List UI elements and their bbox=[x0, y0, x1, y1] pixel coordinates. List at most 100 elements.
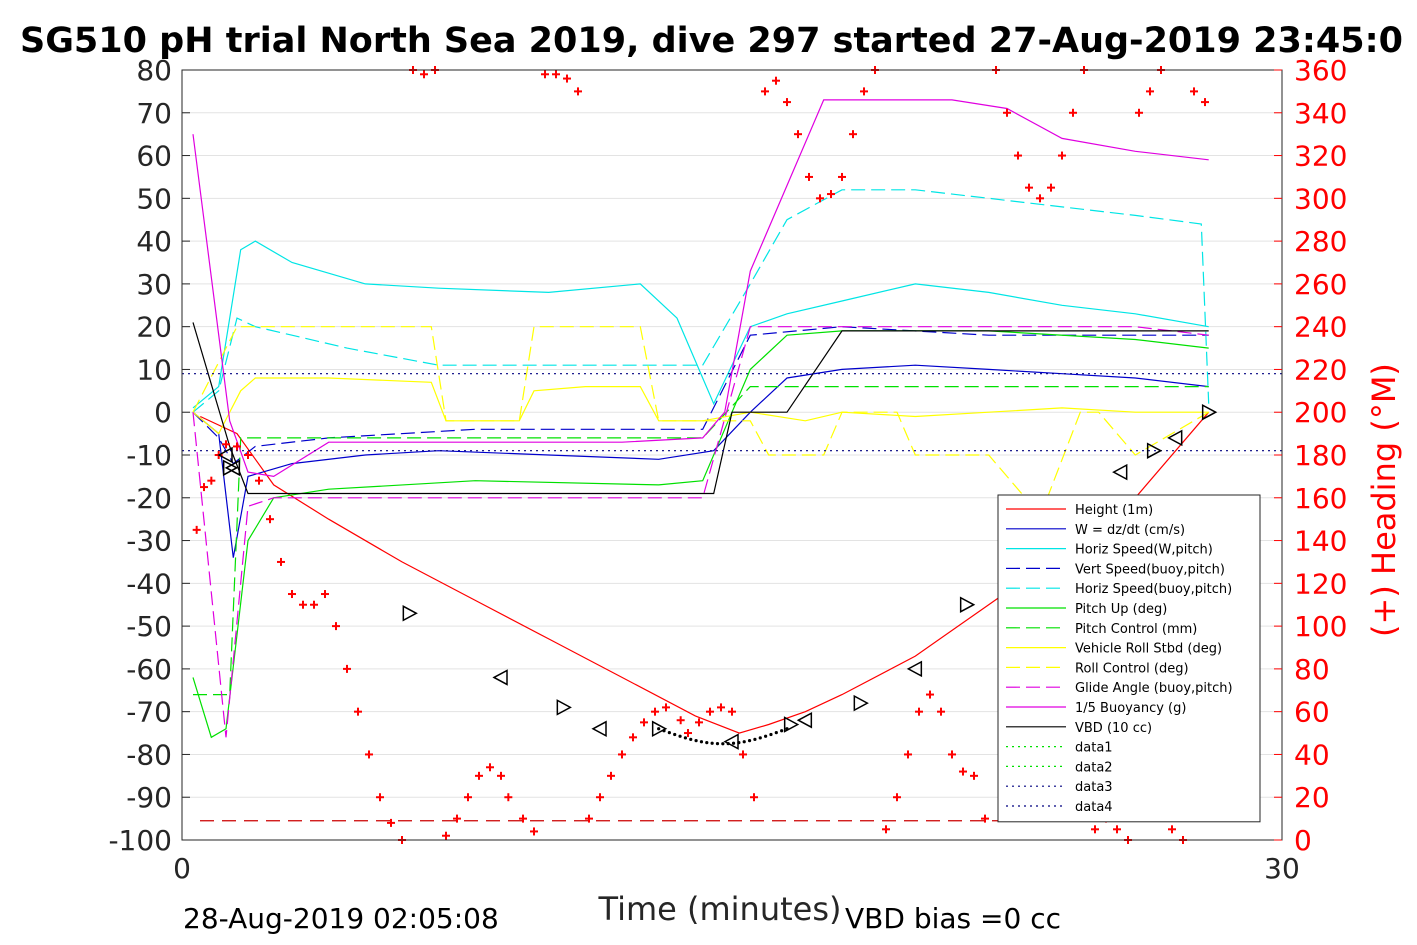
bottom-sample-dot bbox=[769, 732, 773, 737]
heading-point bbox=[563, 74, 571, 83]
heading-point bbox=[192, 525, 201, 534]
heading-point bbox=[464, 793, 472, 802]
heading-point bbox=[676, 716, 685, 725]
x-axis-label: Time (minutes) bbox=[598, 890, 842, 928]
series-line bbox=[192, 322, 1209, 495]
height-triangle-marker bbox=[651, 720, 668, 738]
height-triangle-marker bbox=[783, 716, 800, 733]
bottom-sample-dot bbox=[657, 727, 661, 731]
heading-point bbox=[1113, 825, 1121, 834]
y-right-tick-label: 340 bbox=[1294, 97, 1347, 130]
y-right-tick-label: 240 bbox=[1294, 311, 1347, 344]
heading-point bbox=[684, 729, 692, 738]
bottom-sample-dot bbox=[673, 732, 677, 737]
legend-label: data2 bbox=[1075, 760, 1113, 775]
heading-point bbox=[904, 750, 912, 759]
heading-point bbox=[596, 793, 604, 802]
heading-point bbox=[717, 703, 725, 712]
heading-point bbox=[651, 707, 659, 716]
footer-timestamp: 28-Aug-2019 02:05:08 bbox=[183, 902, 499, 935]
height-triangle-marker bbox=[1201, 403, 1218, 421]
heading-point bbox=[277, 557, 285, 566]
heading-point bbox=[739, 750, 747, 759]
heading-point bbox=[574, 87, 582, 96]
heading-point bbox=[882, 825, 890, 834]
bottom-sample-dot bbox=[774, 731, 778, 735]
legend-label: data1 bbox=[1075, 741, 1113, 756]
legend-entry: W = dz/dt (cm/s) bbox=[1006, 523, 1185, 538]
heading-point bbox=[629, 733, 637, 742]
height-triangle-marker bbox=[853, 694, 869, 712]
legend-entry: Vehicle Roll Stbd (deg) bbox=[1006, 642, 1222, 657]
legend-entry: VBD (10 cc) bbox=[1006, 721, 1152, 736]
heading-point bbox=[772, 76, 780, 85]
heading-point bbox=[354, 707, 362, 716]
heading-point bbox=[299, 600, 307, 609]
legend-entry: Horiz Speed(buoy,pitch) bbox=[1006, 582, 1232, 597]
series-line bbox=[192, 99, 1209, 478]
legend-label: Height (1m) bbox=[1075, 503, 1153, 518]
heading-point bbox=[761, 87, 769, 96]
bottom-sample-dot bbox=[694, 739, 698, 743]
legend-entry: Glide Angle (buoy,pitch) bbox=[1006, 681, 1233, 696]
bottom-sample-dot bbox=[699, 740, 704, 744]
series-line bbox=[192, 189, 1210, 413]
heading-point bbox=[1047, 183, 1055, 192]
legend-label: Vehicle Roll Stbd (deg) bbox=[1075, 642, 1222, 657]
y-tick-label: 0 bbox=[154, 396, 172, 429]
y-tick-label: -60 bbox=[126, 653, 172, 686]
heading-point bbox=[343, 664, 351, 673]
heading-point bbox=[706, 707, 714, 716]
height-triangle-marker bbox=[591, 720, 607, 738]
legend-label: Roll Control (deg) bbox=[1075, 661, 1189, 676]
legend-label: data3 bbox=[1075, 780, 1113, 795]
y-tick-label: 80 bbox=[136, 54, 172, 87]
series-line bbox=[192, 240, 1209, 409]
bottom-sample-dot bbox=[758, 736, 762, 740]
legend: Height (1m) W = dz/dt (cm/s) Horiz Speed(W… bbox=[997, 494, 1261, 823]
y-right-tick-label: 220 bbox=[1294, 353, 1347, 386]
heading-point bbox=[1135, 108, 1143, 117]
heading-point bbox=[207, 476, 216, 485]
heading-point bbox=[475, 771, 483, 780]
bottom-sample-dot bbox=[689, 737, 693, 741]
height-triangle-marker bbox=[1112, 463, 1128, 481]
y-right-tick-label: 180 bbox=[1294, 439, 1347, 472]
bottom-sample-dot bbox=[726, 742, 730, 746]
heading-point bbox=[541, 70, 549, 79]
bottom-sample-dot bbox=[764, 734, 768, 738]
y-right-tick-label: 120 bbox=[1294, 567, 1347, 600]
heading-point bbox=[266, 515, 274, 524]
legend-entry: 1/5 Buoyancy (g) bbox=[1006, 701, 1186, 716]
heading-point bbox=[222, 440, 230, 449]
y-right-tick-label: 320 bbox=[1294, 140, 1347, 173]
y-tick-label: -10 bbox=[126, 439, 172, 472]
height-triangle-marker bbox=[492, 669, 508, 686]
heading-point bbox=[937, 707, 945, 716]
plot-area bbox=[182, 66, 1282, 844]
heading-point bbox=[618, 750, 626, 759]
axes: 80706050403020100-10-20-30-40-50-60-70-8… bbox=[108, 54, 1347, 885]
height-triangle-marker bbox=[224, 459, 241, 477]
heading-point bbox=[497, 771, 505, 780]
y-tick-label: -100 bbox=[108, 824, 172, 857]
heading-point bbox=[530, 827, 538, 836]
bottom-sample-dot bbox=[737, 741, 741, 745]
heading-point bbox=[1069, 108, 1077, 117]
height-triangle-marker bbox=[1167, 429, 1183, 447]
bottom-sample-dot bbox=[753, 737, 757, 741]
bottom-sample-dot bbox=[715, 742, 720, 746]
heading-point bbox=[860, 87, 868, 96]
height-triangle-marker bbox=[556, 699, 572, 716]
y-right-tick-label: 160 bbox=[1294, 482, 1347, 515]
right-axis-label: (+) Heading (°M) bbox=[1365, 363, 1403, 637]
heading-point bbox=[695, 718, 703, 727]
legend-label: 1/5 Buoyancy (g) bbox=[1075, 701, 1186, 716]
bottom-sample-dot bbox=[667, 731, 671, 735]
y-right-tick-label: 300 bbox=[1294, 182, 1347, 215]
heading-point bbox=[794, 130, 802, 139]
heading-point bbox=[959, 767, 967, 776]
heading-point bbox=[1025, 183, 1033, 192]
legend-label: Horiz Speed(W,pitch) bbox=[1075, 543, 1213, 558]
